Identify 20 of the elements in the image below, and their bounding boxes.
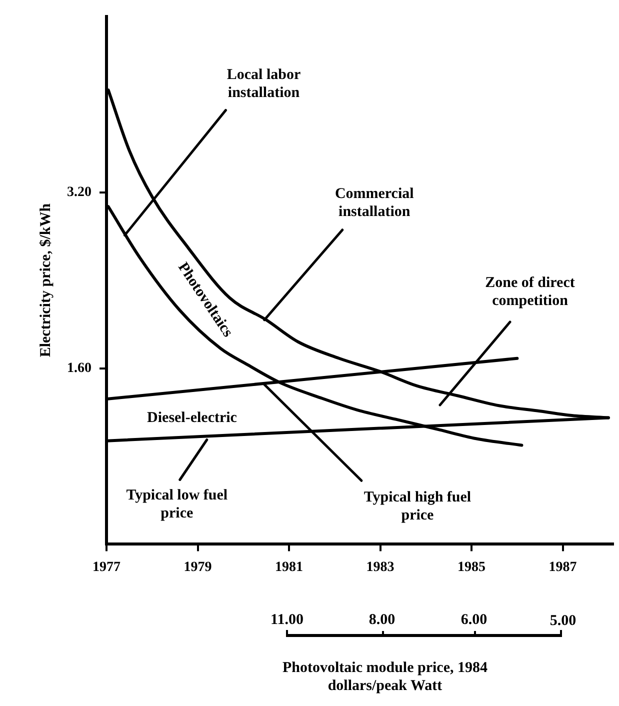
text: Photovoltaic module price, 1984 dollars/peak Watt [282,660,488,694]
x-tick-label: 1981 [275,560,304,576]
annotation: Typical high fuel price [364,490,472,524]
x-tick-label: 1987 [548,560,577,576]
y-axis-title: Electricity price, $/kWh [38,202,54,358]
text: 8.00 [368,612,396,628]
x-tick-label: 1983 [366,560,394,576]
y-tick-label: 1.60 [67,360,92,376]
y-tick-label: 3.20 [67,184,92,200]
text: 6.00 [460,612,488,628]
annotation: Commercial installation [334,186,414,220]
annotation: Diesel-electric [147,410,238,426]
annotation: Zone of direct competition [485,274,575,309]
x-tick-label: 1979 [184,560,212,576]
text: 11.00 [270,612,304,628]
annotation: Typical low fuel price [126,488,228,522]
x-tick-label: 1985 [458,560,486,576]
annotation: Local labor installation [226,67,301,102]
x-tick-label: 1977 [92,560,120,576]
text: 5.00 [550,612,576,629]
